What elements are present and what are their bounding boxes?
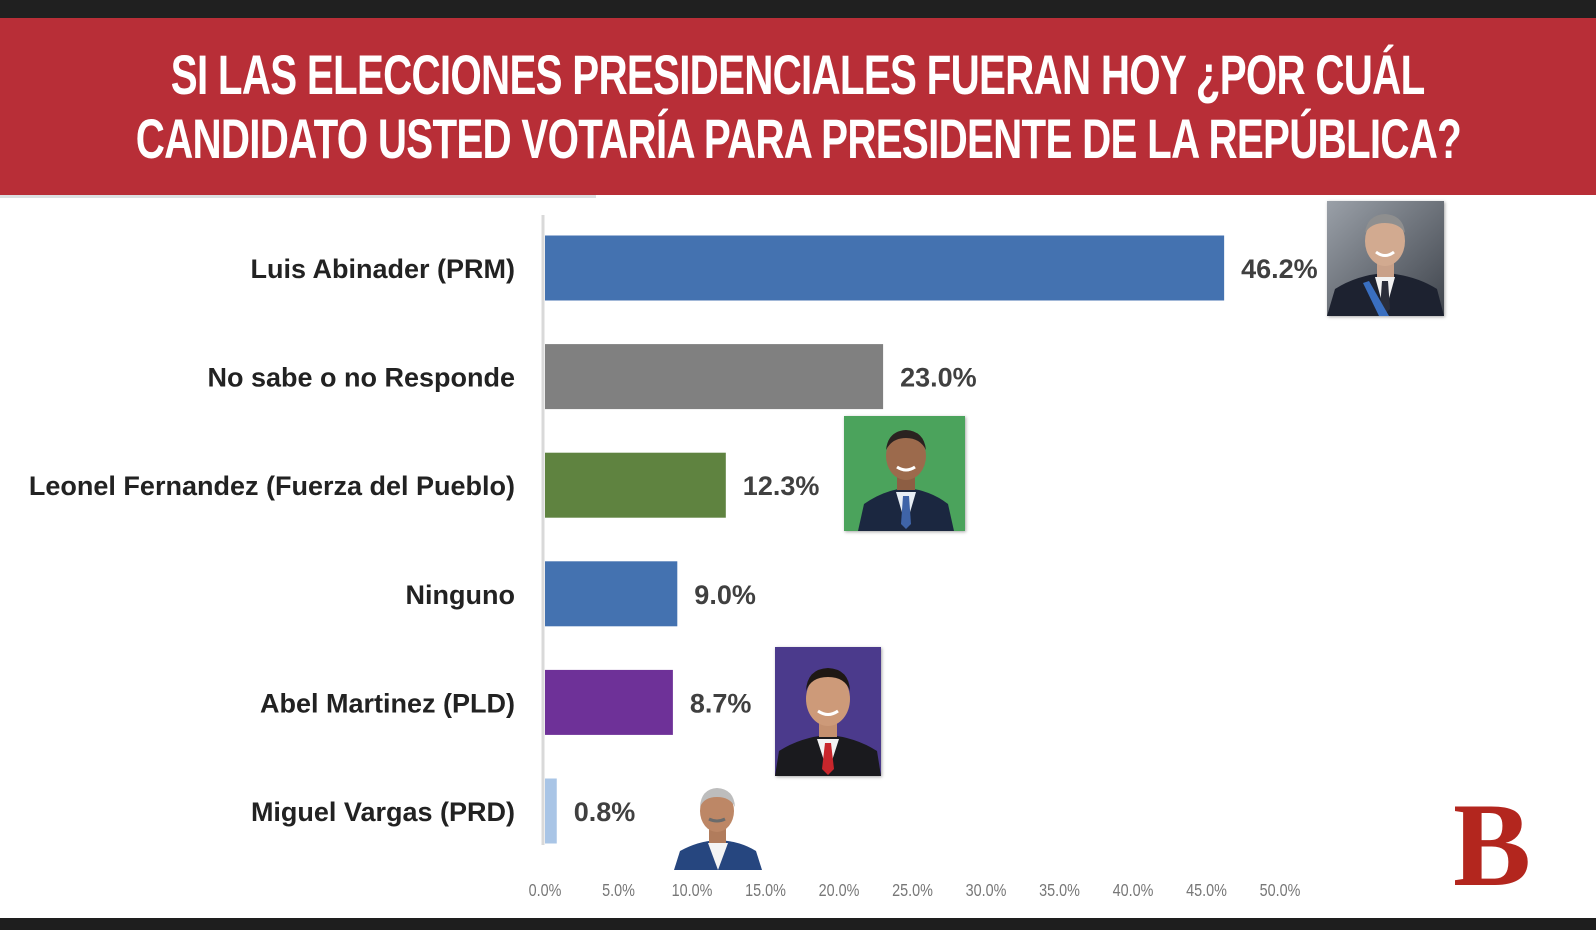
- value-label: 23.0%: [900, 363, 977, 393]
- chart-title-line-2: CANDIDATO USTED VOTARÍA PARA PRESIDENTE …: [135, 106, 1461, 170]
- bar-0: [545, 235, 1225, 301]
- x-tick-label: 30.0%: [966, 881, 1007, 901]
- x-tick-label: 40.0%: [1113, 881, 1154, 901]
- x-tick-label: 35.0%: [1039, 881, 1080, 901]
- x-tick-label: 10.0%: [672, 881, 713, 901]
- value-label: 46.2%: [1241, 254, 1318, 284]
- value-label: 12.3%: [743, 471, 820, 501]
- title-banner: SI LAS ELECCIONES PRESIDENCIALES FUERAN …: [0, 18, 1596, 195]
- x-tick-label: 0.0%: [529, 881, 562, 901]
- top-bar: [0, 0, 1596, 18]
- category-label: No sabe o no Responde: [207, 363, 515, 393]
- logo-letter-i: ı: [1528, 847, 1538, 887]
- category-label: Ninguno: [406, 580, 515, 610]
- bi-logo: B ı: [1455, 797, 1543, 889]
- x-tick-label: 5.0%: [602, 881, 635, 901]
- logo-letter-b: B: [1455, 797, 1531, 889]
- category-label: Leonel Fernandez (Fuerza del Pueblo): [29, 471, 515, 501]
- bar-chart: Luis Abinader (PRM) No sabe o no Responde…: [29, 215, 1318, 901]
- category-label: Luis Abinader (PRM): [250, 254, 515, 284]
- bar-1: [545, 344, 884, 410]
- category-label: Miguel Vargas (PRD): [251, 797, 515, 827]
- photo-luis-abinader: [1327, 201, 1444, 316]
- bar-5: [545, 778, 557, 844]
- bar-4: [545, 669, 673, 735]
- bar-3: [545, 561, 678, 627]
- bar-2: [545, 452, 726, 518]
- photo-abel-martinez: [775, 647, 881, 776]
- x-tick-label: 20.0%: [819, 881, 860, 901]
- photo-leonel-fernandez: [844, 416, 965, 531]
- chart-title-line-1: SI LAS ELECCIONES PRESIDENCIALES FUERAN …: [171, 42, 1425, 106]
- banner-shadow: [0, 195, 596, 198]
- category-label: Abel Martinez (PLD): [260, 688, 515, 718]
- bottom-bar: [0, 918, 1596, 930]
- photo-miguel-vargas: [672, 785, 764, 870]
- value-label: 0.8%: [574, 797, 636, 827]
- value-label: 8.7%: [690, 688, 752, 718]
- x-tick-label: 45.0%: [1186, 881, 1227, 901]
- x-tick-label: 15.0%: [745, 881, 786, 901]
- x-tick-label: 25.0%: [892, 881, 933, 901]
- logo-i-dot: [1531, 834, 1543, 846]
- value-label: 9.0%: [694, 580, 756, 610]
- x-tick-label: 50.0%: [1260, 881, 1301, 901]
